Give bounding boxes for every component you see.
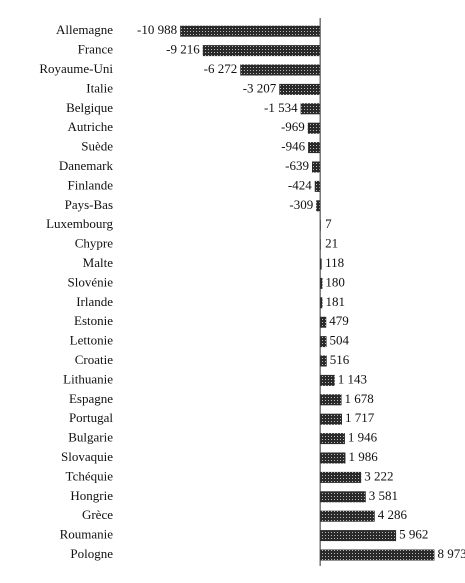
category-label: Pologne xyxy=(70,546,113,561)
category-label: Allemagne xyxy=(56,22,113,37)
bar xyxy=(180,25,321,37)
category-label: Croatie xyxy=(75,352,113,367)
bar xyxy=(202,45,321,57)
value-label: -1 534 xyxy=(264,100,298,115)
bar xyxy=(320,491,366,503)
value-label: 3 581 xyxy=(369,488,398,503)
category-label: Portugal xyxy=(69,410,113,425)
value-label: 118 xyxy=(325,255,344,270)
bar xyxy=(320,336,327,348)
value-label: -6 272 xyxy=(204,61,238,76)
category-label: Pays-Bas xyxy=(65,197,113,212)
bar xyxy=(320,413,343,425)
bar xyxy=(316,200,321,212)
bar xyxy=(320,510,375,522)
category-label: Danemark xyxy=(59,158,114,173)
category-label: Roumanie xyxy=(60,527,114,542)
value-label: 504 xyxy=(330,333,350,348)
category-label: Lithuanie xyxy=(63,371,113,386)
value-label: 516 xyxy=(330,352,350,367)
category-label: Chypre xyxy=(75,236,114,251)
value-label: 479 xyxy=(329,313,349,328)
bar xyxy=(308,142,321,154)
category-label: Belgique xyxy=(66,100,113,115)
value-label: 1 678 xyxy=(345,391,374,406)
bar xyxy=(311,161,321,173)
value-label: 3 222 xyxy=(364,468,393,483)
value-label: -969 xyxy=(281,119,305,134)
bar xyxy=(320,530,397,542)
value-label: -309 xyxy=(289,197,313,212)
category-label: Lettonie xyxy=(70,333,114,348)
bar xyxy=(300,103,321,115)
value-label: -424 xyxy=(288,177,312,192)
bar xyxy=(320,297,323,309)
value-label: 4 286 xyxy=(378,507,408,522)
category-label: Italie xyxy=(86,80,113,95)
category-label: Malte xyxy=(83,255,114,270)
category-label: Finlande xyxy=(68,177,114,192)
value-label: 21 xyxy=(325,236,338,251)
category-label: Hongrie xyxy=(70,488,113,503)
value-label: 1 986 xyxy=(348,449,378,464)
bar xyxy=(320,355,327,367)
bar xyxy=(307,122,321,134)
value-label: 1 717 xyxy=(345,410,375,425)
category-label: Suède xyxy=(81,139,113,154)
category-label: Estonie xyxy=(74,313,113,328)
category-label: Espagne xyxy=(69,391,113,406)
category-label: Tchéquie xyxy=(66,468,114,483)
bar xyxy=(320,394,342,406)
value-label: 1 143 xyxy=(338,371,367,386)
category-label: Irlande xyxy=(76,294,113,309)
value-label: -10 988 xyxy=(137,22,177,37)
category-label: Autriche xyxy=(68,119,114,134)
value-label: 181 xyxy=(325,294,345,309)
value-label: 8 973 xyxy=(437,546,465,561)
value-label: 1 946 xyxy=(348,430,378,445)
value-label: 7 xyxy=(325,216,332,231)
bar xyxy=(320,258,322,270)
category-label: Luxembourg xyxy=(46,216,113,231)
bar xyxy=(320,471,362,483)
bar xyxy=(279,83,321,95)
bar xyxy=(320,316,327,328)
value-label: 5 962 xyxy=(399,527,428,542)
bar xyxy=(320,549,435,561)
bar xyxy=(320,452,346,464)
value-label: 180 xyxy=(325,274,345,289)
value-label: -639 xyxy=(285,158,309,173)
bar xyxy=(320,433,345,445)
value-label: -9 216 xyxy=(166,42,200,57)
category-label: Bulgarie xyxy=(68,430,113,445)
category-label: Grèce xyxy=(82,507,113,522)
bar xyxy=(320,277,323,289)
value-label: -946 xyxy=(281,139,305,154)
bar xyxy=(314,180,321,192)
value-label: -3 207 xyxy=(243,80,277,95)
bar xyxy=(320,374,335,386)
category-label: Slovaquie xyxy=(61,449,113,464)
bar xyxy=(240,64,321,76)
category-label: France xyxy=(78,42,114,57)
category-label: Royaume-Uni xyxy=(39,61,113,76)
category-label: Slovénie xyxy=(68,274,114,289)
